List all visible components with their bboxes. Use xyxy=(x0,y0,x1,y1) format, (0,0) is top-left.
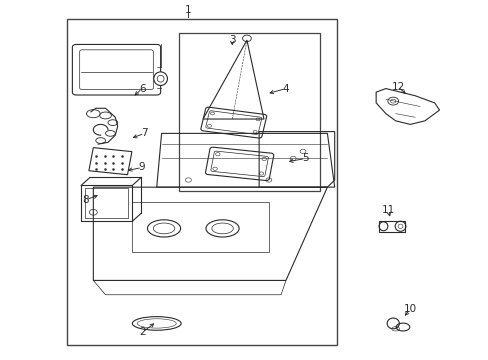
Text: 3: 3 xyxy=(228,35,235,45)
Text: 7: 7 xyxy=(141,129,147,138)
Bar xyxy=(66,19,336,345)
Text: 9: 9 xyxy=(139,162,145,172)
Text: 2: 2 xyxy=(139,327,145,337)
Text: 1: 1 xyxy=(185,5,191,15)
Bar xyxy=(89,148,132,175)
Bar xyxy=(85,188,128,219)
Ellipse shape xyxy=(157,75,163,82)
Bar xyxy=(378,221,405,232)
Text: 11: 11 xyxy=(381,206,394,216)
Bar xyxy=(81,185,132,221)
Ellipse shape xyxy=(154,72,167,86)
Bar xyxy=(132,202,268,252)
Text: 8: 8 xyxy=(82,195,89,205)
Text: 4: 4 xyxy=(282,84,289,94)
Text: 6: 6 xyxy=(139,84,145,94)
Text: 5: 5 xyxy=(302,153,308,163)
Bar xyxy=(178,33,320,191)
Text: 12: 12 xyxy=(391,82,404,92)
Text: 10: 10 xyxy=(403,304,416,314)
